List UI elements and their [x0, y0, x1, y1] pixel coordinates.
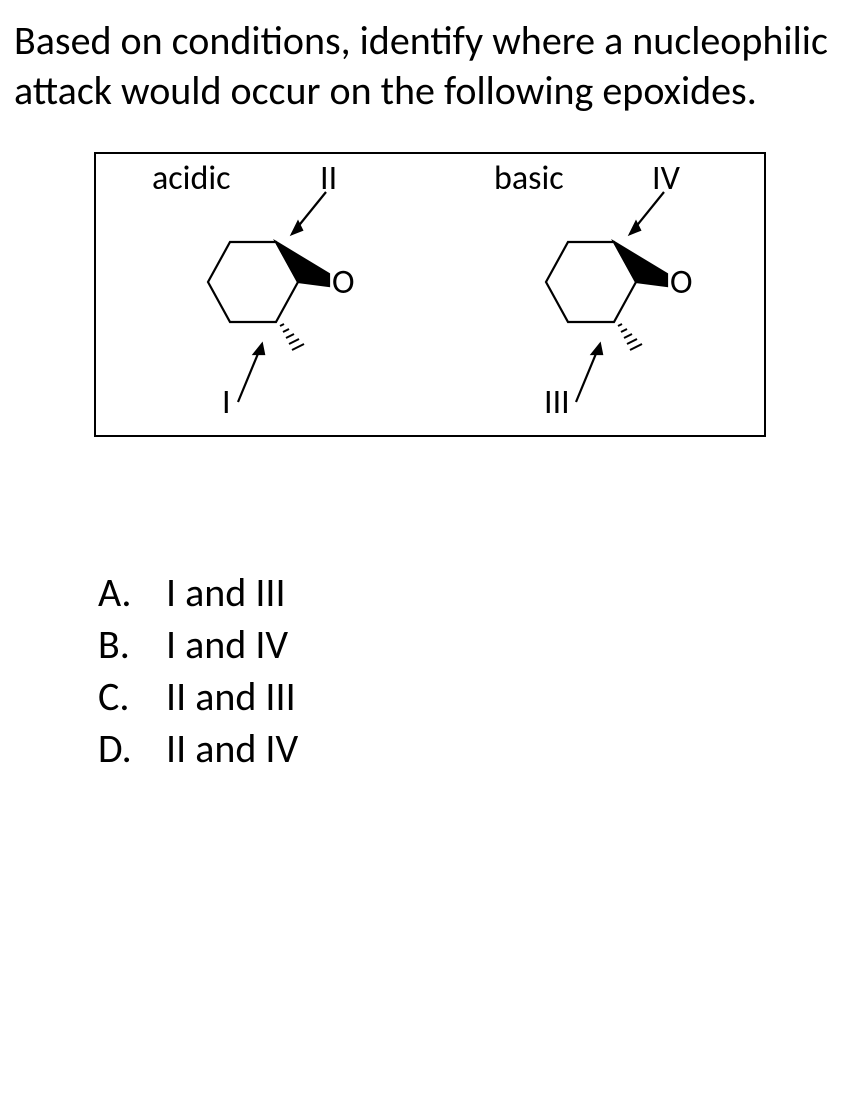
option-D: D. II and IV [98, 723, 846, 775]
options-list: A. I and III B. I and IV C. II and III D… [98, 567, 846, 775]
option-A: A. I and III [98, 567, 846, 619]
question-text: Based on conditions, identify where a nu… [14, 16, 846, 116]
structure-right [96, 154, 768, 439]
option-text-B: I and IV [166, 619, 288, 671]
option-text-C: II and III [166, 671, 296, 723]
figure-box: acidic basic II IV I III O O [94, 152, 766, 437]
option-B: B. I and IV [98, 619, 846, 671]
option-C: C. II and III [98, 671, 846, 723]
option-letter-D: D. [98, 723, 166, 775]
option-letter-B: B. [98, 619, 166, 671]
option-text-A: I and III [166, 567, 286, 619]
page: Based on conditions, identify where a nu… [0, 0, 856, 785]
option-letter-A: A. [98, 567, 166, 619]
option-text-D: II and IV [166, 723, 298, 775]
option-letter-C: C. [98, 671, 166, 723]
